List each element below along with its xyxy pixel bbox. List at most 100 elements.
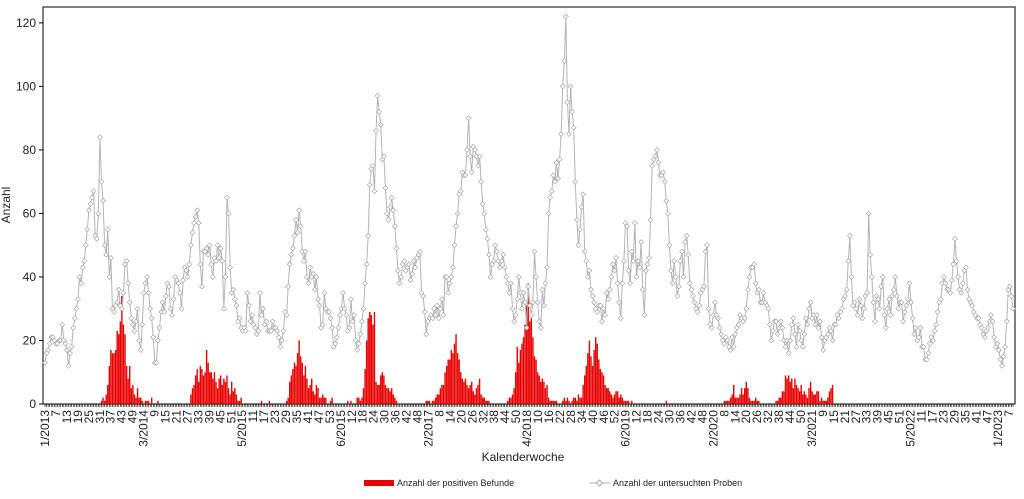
- line-point-samples: [575, 242, 582, 249]
- line-point-samples: [195, 220, 202, 226]
- line-point-samples: [898, 299, 905, 306]
- bar-positive: [395, 400, 398, 404]
- line-point-samples: [561, 58, 568, 64]
- bar-positive: [830, 388, 832, 404]
- line-point-samples: [859, 315, 866, 322]
- line-point-samples: [903, 302, 910, 309]
- line-point-samples: [197, 261, 204, 268]
- bar-positive: [822, 400, 824, 404]
- line-point-samples: [484, 236, 491, 242]
- line-point-samples: [312, 286, 318, 293]
- line-point-samples: [429, 315, 436, 322]
- line-point-samples: [999, 363, 1005, 369]
- bar-positive: [814, 394, 817, 404]
- line-point-samples: [221, 305, 227, 312]
- bar-positive: [579, 397, 581, 404]
- line-point-samples: [214, 242, 221, 249]
- line-point-samples: [804, 321, 811, 328]
- bar-positive: [816, 391, 818, 404]
- bar-positive: [726, 400, 729, 404]
- line-point-samples: [931, 328, 938, 334]
- bar-positive: [808, 388, 810, 404]
- line-point-samples: [481, 210, 488, 217]
- line-point-samples: [384, 210, 390, 217]
- line-point-samples: [283, 312, 290, 318]
- line-point-samples: [536, 318, 543, 325]
- line-point-samples: [619, 280, 626, 287]
- bar-positive: [568, 400, 570, 404]
- bar-positive: [427, 400, 429, 404]
- x-tick-label: 39: [871, 410, 885, 424]
- x-tick-label: 36: [389, 410, 403, 424]
- line-point-samples: [82, 242, 89, 249]
- line-point-samples: [114, 299, 120, 306]
- line-point-samples: [638, 239, 645, 245]
- x-tick-label: 24: [652, 410, 666, 424]
- x-tick-label: 44: [783, 410, 797, 424]
- bar-positive: [321, 394, 324, 404]
- line-point-samples: [556, 156, 563, 163]
- line-point-samples: [148, 315, 155, 322]
- bar-positive: [582, 384, 584, 404]
- bar-positive: [361, 397, 363, 404]
- line-point-samples: [326, 309, 332, 315]
- bar-positive: [449, 359, 451, 404]
- bar-positive: [296, 353, 299, 404]
- bar-positive: [140, 397, 142, 404]
- bar-positive: [364, 369, 366, 404]
- bar-positive: [797, 388, 799, 404]
- line-point-samples: [457, 188, 464, 195]
- line-point-samples: [421, 309, 428, 315]
- bar-positive: [221, 384, 223, 404]
- bar-positive: [753, 400, 755, 404]
- line-point-samples: [836, 315, 842, 322]
- bar-positive: [543, 381, 545, 404]
- bar-positive: [350, 400, 352, 404]
- bar-positive: [304, 365, 307, 404]
- bar-positive: [373, 311, 376, 404]
- line-point-samples: [486, 251, 492, 258]
- bar-positive: [394, 397, 396, 404]
- line-point-samples: [766, 321, 773, 328]
- x-tick-label: 2/2020: [706, 410, 720, 447]
- line-point-samples: [435, 315, 442, 322]
- bar-positive: [731, 394, 733, 404]
- x-tick-label: 48: [411, 410, 425, 424]
- bar-positive: [786, 378, 788, 404]
- line-point-samples: [301, 258, 307, 264]
- line-point-samples: [887, 312, 894, 318]
- line-point-samples: [511, 318, 517, 325]
- bar-positive: [295, 365, 297, 404]
- line-point-samples: [363, 261, 370, 268]
- line-point-samples: [705, 305, 712, 312]
- line-point-samples: [665, 210, 671, 217]
- bar-positive: [387, 388, 390, 404]
- bar-positive: [736, 397, 738, 404]
- bar-positive: [367, 318, 369, 404]
- line-point-samples: [213, 258, 219, 264]
- line-point-samples: [448, 274, 455, 280]
- line-point-samples: [533, 274, 539, 280]
- bar-positive: [733, 384, 735, 404]
- x-tick-label: 7: [1002, 410, 1016, 417]
- line-point-samples: [597, 302, 604, 309]
- bar-positive: [820, 397, 823, 404]
- line-point-samples: [807, 299, 814, 306]
- x-tick-label: 28: [564, 410, 578, 424]
- bar-positive: [554, 400, 556, 404]
- line-point-samples: [68, 344, 75, 350]
- line-point-samples: [106, 274, 113, 280]
- bar-positive: [314, 394, 316, 404]
- bar-positive: [781, 391, 784, 404]
- line-point-samples: [743, 305, 750, 312]
- bar-positive: [102, 397, 104, 404]
- line-point-samples: [602, 312, 608, 318]
- bar-positive: [755, 397, 757, 404]
- line-point-samples: [586, 267, 593, 274]
- line-point-samples: [865, 210, 872, 217]
- bar-positive: [530, 318, 533, 404]
- line-point-samples: [126, 299, 133, 306]
- bar-positive: [587, 353, 589, 404]
- line-point-samples: [964, 286, 971, 293]
- line-point-samples: [544, 264, 550, 271]
